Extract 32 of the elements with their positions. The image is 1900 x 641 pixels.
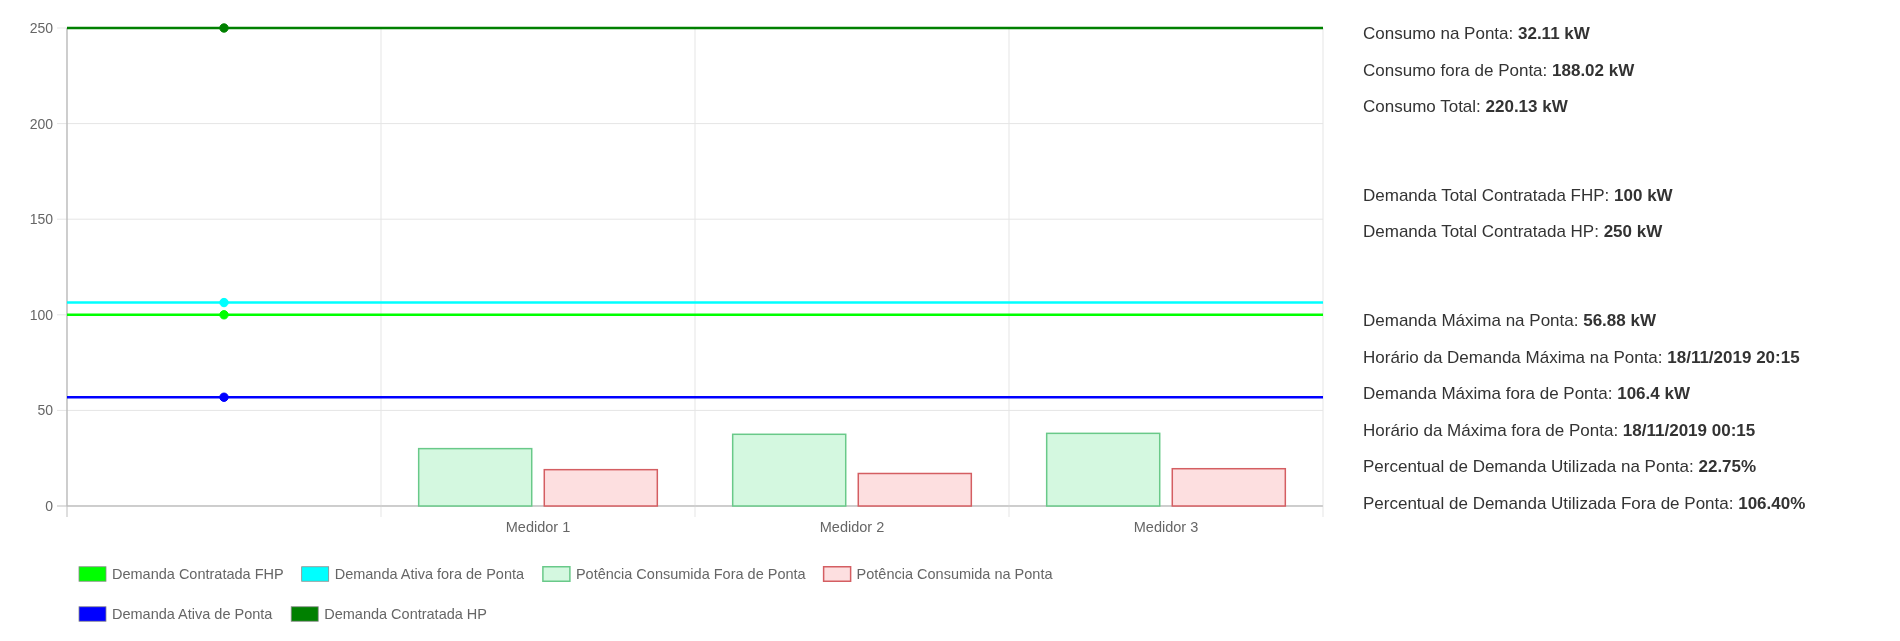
bar [1045,432,1161,507]
text: Percentual de Demanda Utilizada na Ponta: 22.75% [1363,456,1757,476]
x-tick-label: Medidor 2 [819,519,885,535]
legend-label: Demanda Ativa fora de Ponta [334,566,526,582]
text: Horário da Demanda Máxima na Ponta: 18/11/2019 20:15 [1363,347,1800,367]
bar [543,468,659,507]
legend-label: Demanda Contratada FHP [112,566,284,582]
text: Horário da Máxima fora de Ponta: 18/11/2019 00:15 [1363,420,1756,440]
y-tick-label: 200 [29,115,54,132]
legend-label: Potência Consumida Fora de Ponta [575,566,807,582]
text: Demanda Máxima na Ponta: 56.88 kW [1363,310,1657,330]
x-tick-label: Medidor 1 [505,519,571,535]
text: Demanda Máxima fora de Ponta: 106.4 kW [1363,383,1691,403]
bar [1171,467,1287,507]
text: Demanda Total Contratada HP: 250 kW [1363,221,1664,241]
y-tick-label: 0 [45,498,54,514]
bar [731,433,847,507]
text: Consumo na Ponta: 32.11 kW [1363,23,1591,43]
text: Demanda Total Contratada FHP: 100 kW [1363,185,1674,205]
text: Consumo fora de Ponta: 188.02 kW [1363,60,1636,80]
legend-label: Demanda Ativa de Ponta [112,606,274,622]
legend-label: Demanda Contratada HP [324,606,488,622]
bar [417,447,533,507]
legend-label: Potência Consumida na Ponta [856,566,1054,582]
bar [857,472,973,507]
text: Percentual de Demanda Utilizada Fora de Ponta: 106.40% [1363,493,1806,513]
text: Consumo Total: 220.13 kW [1363,96,1569,116]
y-tick-label: 150 [29,211,54,228]
y-tick-label: 100 [29,306,54,323]
y-tick-label: 250 [29,20,54,36]
y-tick-label: 50 [37,402,54,419]
x-tick-label: Medidor 3 [1133,519,1199,535]
